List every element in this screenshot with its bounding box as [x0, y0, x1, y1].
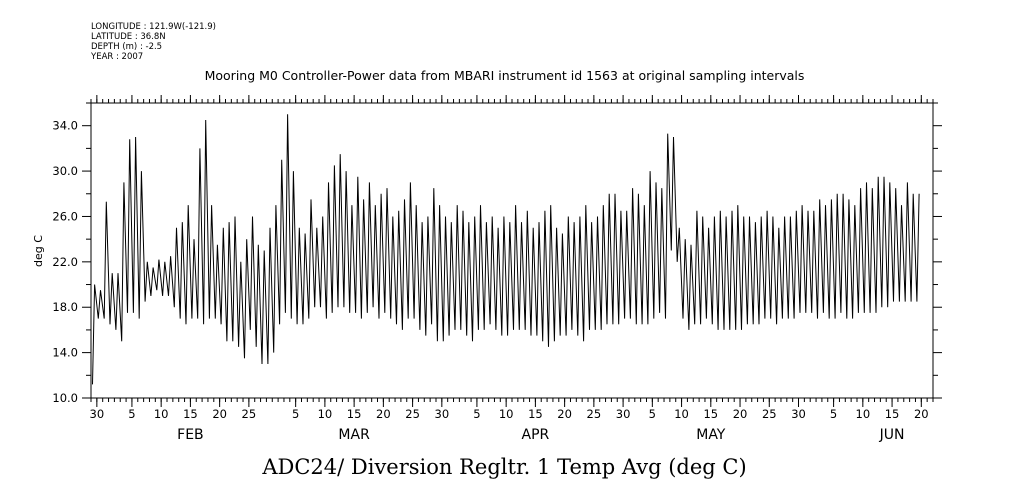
x-tick-label: 5 — [128, 407, 135, 421]
temperature-series-line — [92, 114, 920, 385]
x-tick-label: 25 — [405, 407, 420, 421]
x-tick-label: 10 — [154, 407, 169, 421]
plot-frame — [90, 102, 934, 399]
x-tick-label: 10 — [856, 407, 871, 421]
y-tick-label: 10.0 — [52, 391, 78, 405]
longitude-label: LONGITUDE : 121.9W(-121.9) — [91, 22, 216, 32]
x-tick-label: 5 — [292, 407, 299, 421]
x-tick-label: 20 — [557, 407, 572, 421]
x-month-label: MAR — [338, 427, 370, 443]
x-axis-title: ADC24/ Diversion Regltr. 1 Temp Avg (deg… — [262, 455, 747, 479]
x-month-label: APR — [522, 427, 550, 443]
x-tick-label: 20 — [914, 407, 929, 421]
x-month-label: JUN — [879, 427, 905, 443]
axis-ticks — [82, 95, 942, 407]
x-tick-label: 30 — [435, 407, 450, 421]
x-tick-label: 20 — [376, 407, 391, 421]
x-tick-labels: 30 5 10 15 20 25 5 10 15 20 25 30 5 10 15 20 25 30 5 10 15 20… — [90, 407, 929, 421]
x-tick-label: 15 — [885, 407, 900, 421]
x-tick-label: 30 — [616, 407, 631, 421]
x-tick-label: 25 — [242, 407, 257, 421]
y-tick-label: 34.0 — [52, 119, 78, 133]
x-month-label: MAY — [696, 427, 726, 443]
x-tick-label: 5 — [649, 407, 656, 421]
y-tick-label: 26.0 — [52, 209, 78, 223]
y-tick-label: 14.0 — [52, 346, 78, 360]
x-tick-label: 30 — [791, 407, 806, 421]
y-tick-label: 22.0 — [52, 255, 78, 269]
x-tick-label: 15 — [528, 407, 543, 421]
chart-title: Mooring M0 Controller-Power data from MB… — [204, 68, 805, 83]
x-tick-label: 25 — [587, 407, 602, 421]
x-tick-label: 15 — [347, 407, 362, 421]
y-axis-label: deg C — [32, 235, 45, 267]
x-tick-label: 15 — [703, 407, 718, 421]
x-tick-label: 30 — [90, 407, 105, 421]
x-tick-label: 5 — [830, 407, 837, 421]
y-tick-label: 30.0 — [52, 164, 78, 178]
station-metadata: LONGITUDE : 121.9W(-121.9) LATITUDE : 36… — [91, 22, 216, 62]
x-tick-label: 10 — [499, 407, 514, 421]
x-tick-label: 10 — [318, 407, 333, 421]
x-tick-label: 20 — [212, 407, 227, 421]
x-tick-label: 10 — [674, 407, 689, 421]
x-tick-label: 25 — [762, 407, 777, 421]
x-month-labels: FEB MAR APR MAY JUN — [177, 427, 904, 443]
x-month-label: FEB — [177, 427, 204, 443]
latitude-label: LATITUDE : 36.8N — [91, 32, 166, 42]
x-tick-label: 20 — [733, 407, 748, 421]
x-tick-label: 15 — [183, 407, 198, 421]
depth-label: DEPTH (m) : -2.5 — [91, 42, 163, 52]
x-tick-label: 5 — [473, 407, 480, 421]
year-label: YEAR : 2007 — [91, 52, 144, 62]
y-tick-labels: 10.0 14.0 18.0 22.0 26.0 30.0 34.0 — [52, 119, 78, 405]
y-tick-label: 18.0 — [52, 300, 78, 314]
